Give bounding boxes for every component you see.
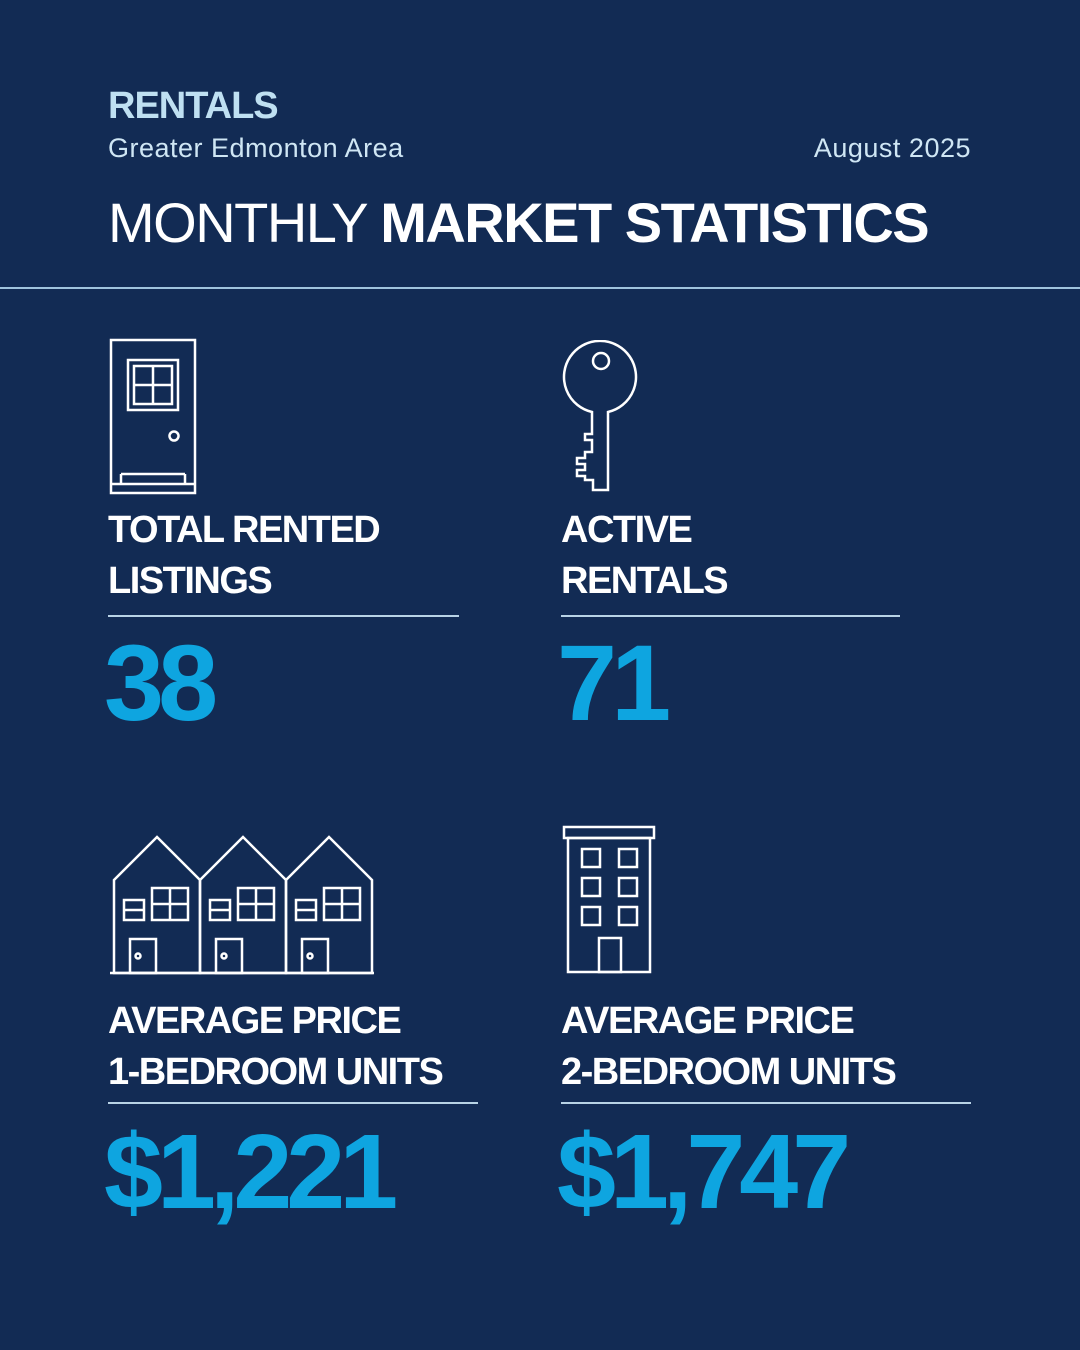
stat-divider [108, 615, 459, 617]
stat-label-line1: AVERAGE PRICE [108, 1000, 402, 1042]
townhouses-icon [108, 834, 376, 976]
stat-divider [561, 615, 900, 617]
apartment-building-icon [561, 825, 657, 975]
stat-label-line2: RENTALS [561, 560, 729, 602]
title-bold: MARKET STATISTICS [380, 191, 929, 254]
stat-active-rentals: ACTIVE RENTALS 71 [557, 338, 921, 742]
header-divider [0, 287, 1080, 289]
header: RENTALS Greater Edmonton Area August 202… [0, 0, 1080, 288]
region-label: Greater Edmonton Area [108, 133, 404, 163]
stat-label-line1: AVERAGE PRICE [561, 1000, 855, 1042]
door-icon [108, 338, 200, 496]
stat-label-line2: 1-BEDROOM UNITS [108, 1051, 444, 1093]
stat-label-line1: TOTAL RENTED [108, 509, 381, 551]
stat-divider [561, 1102, 971, 1104]
key-icon [561, 340, 641, 494]
stat-divider [108, 1102, 478, 1104]
report-date: August 2025 [813, 133, 971, 163]
stat-label-line1: ACTIVE [561, 509, 693, 551]
category-kicker: RENTALS [108, 85, 279, 127]
stat-value: 71 [557, 622, 671, 743]
stat-total-rented-listings: TOTAL RENTED LISTINGS 38 [104, 338, 468, 742]
stat-value: $1,221 [104, 1113, 398, 1231]
title-light: MONTHLY [108, 191, 368, 254]
stat-value: 38 [104, 622, 218, 743]
stat-label-line2: 2-BEDROOM UNITS [561, 1051, 897, 1093]
stat-average-price-1-bedroom: AVERAGE PRICE 1-BEDROOM UNITS $1,221 [104, 832, 508, 1252]
stat-value: $1,747 [557, 1113, 851, 1231]
stat-label-line2: LISTINGS [108, 560, 273, 602]
stat-average-price-2-bedroom: AVERAGE PRICE 2-BEDROOM UNITS $1,747 [557, 825, 981, 1245]
page-title: MONTHLY MARKET STATISTICS [108, 190, 930, 256]
